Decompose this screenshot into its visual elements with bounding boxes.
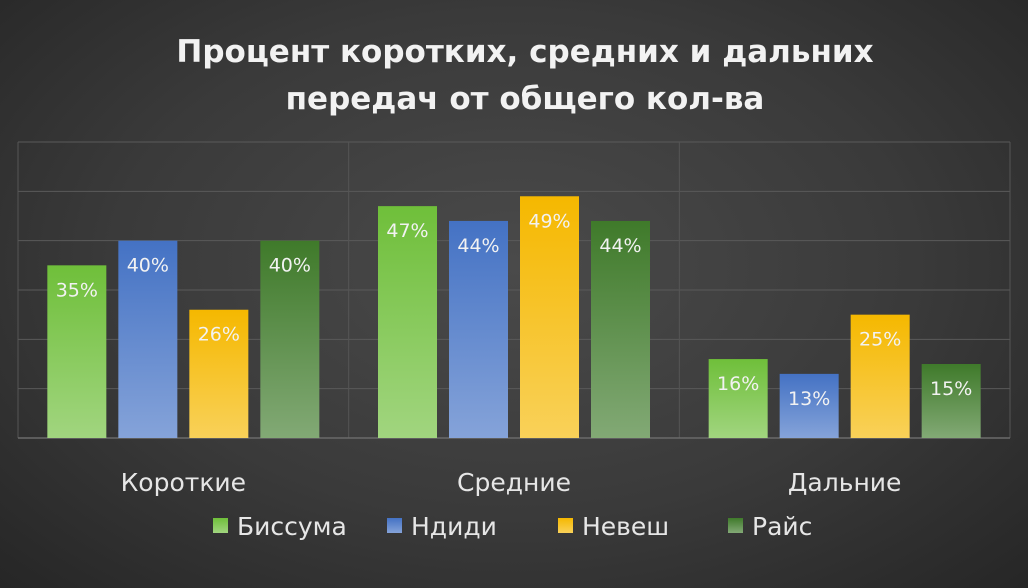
category-label: Средние — [457, 468, 571, 497]
bar — [378, 206, 437, 438]
bar — [189, 309, 249, 438]
category-axis: Короткие Средние Дальние — [121, 468, 902, 497]
chart-title: Процент коротких, средних и дальних пере… — [176, 34, 873, 117]
legend-label: Ндиди — [411, 512, 497, 541]
data-label: 13% — [788, 388, 830, 410]
bar — [520, 196, 579, 438]
data-label: 26% — [198, 324, 240, 346]
legend-swatch — [558, 518, 573, 533]
legend-swatch — [387, 518, 402, 533]
data-label: 16% — [717, 373, 759, 395]
gridlines — [17, 141, 1011, 439]
bar — [118, 240, 178, 438]
bar — [449, 220, 508, 438]
bar — [260, 240, 320, 438]
data-label: 49% — [528, 210, 570, 232]
data-label: 40% — [127, 255, 169, 277]
data-label: 44% — [457, 235, 499, 257]
bar — [921, 364, 981, 438]
legend-label: Райс — [752, 512, 812, 541]
category-label: Дальние — [788, 468, 902, 497]
legend-swatch — [728, 518, 743, 533]
bar — [47, 265, 107, 438]
legend-label: Невеш — [582, 512, 669, 541]
legend-swatch — [213, 518, 228, 533]
data-label: 47% — [386, 220, 428, 242]
chart-title-line-1: Процент коротких, средних и дальних — [176, 34, 873, 70]
category-label: Короткие — [121, 468, 247, 497]
data-label: 35% — [56, 279, 98, 301]
data-labels: 35% 40% 26% 40% 47% 44% 49% 44% 16% 13% 25% 15% — [56, 210, 973, 410]
legend: Биссума Ндиди Невеш Райс — [213, 512, 812, 541]
bar — [591, 220, 650, 438]
legend-label: Биссума — [237, 512, 347, 541]
chart-title-line-2: передач от общего кол-ва — [286, 81, 765, 117]
bar — [779, 373, 839, 438]
data-label: 44% — [599, 235, 641, 257]
bar — [708, 359, 768, 438]
data-label: 15% — [930, 378, 972, 400]
data-label: 25% — [859, 329, 901, 351]
bar — [850, 314, 910, 438]
data-label: 40% — [269, 255, 311, 277]
bars — [47, 196, 981, 438]
